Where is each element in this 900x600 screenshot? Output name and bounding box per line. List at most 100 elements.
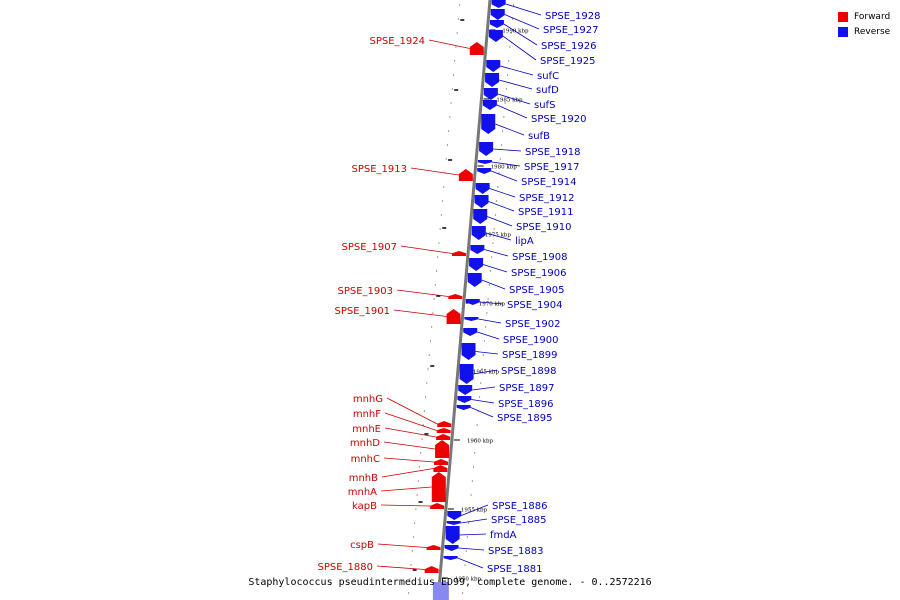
reverse-gene-arrow[interactable] [456,405,471,410]
forward-gene-arrow[interactable] [448,294,463,299]
reverse-gene-label[interactable]: SPSE_1881 [487,564,543,575]
forward-gene-arrow[interactable] [435,440,450,458]
forward-gene-label[interactable]: SPSE_1924 [370,36,426,47]
forward-gene-label[interactable]: SPSE_1913 [352,164,408,175]
forward-gene-label[interactable]: mnhD [350,438,380,449]
reverse-gene-label[interactable]: SPSE_1904 [507,300,563,311]
reverse-gene-arrow[interactable] [444,545,459,551]
reverse-gene-label[interactable]: SPSE_1898 [501,366,557,377]
reverse-gene-arrow[interactable] [471,226,486,240]
reverse-gene-label[interactable]: SPSE_1902 [505,319,561,330]
forward-gene-label[interactable]: SPSE_1907 [342,242,398,253]
forward-gene-arrow[interactable] [426,545,441,550]
reverse-gene-arrow[interactable] [459,364,474,384]
reverse-gene-label[interactable]: SPSE_1897 [499,383,555,394]
reverse-gene-label[interactable]: sufC [537,71,559,82]
forward-gene-label[interactable]: mnhG [353,394,383,405]
forward-gene-arrow[interactable] [433,465,448,472]
forward-gene-label[interactable]: cspB [350,540,374,551]
reverse-gene-label[interactable]: sufS [534,100,555,111]
reverse-gene-arrow[interactable] [489,20,504,28]
reverse-gene-label[interactable]: SPSE_1899 [502,350,558,361]
reverse-gene-label[interactable]: SPSE_1905 [509,285,565,296]
reverse-gene-arrow[interactable] [461,343,476,360]
reverse-gene-label[interactable]: SPSE_1883 [488,546,544,557]
forward-gene-label[interactable]: mnhF [353,409,381,420]
forward-gene-label[interactable]: SPSE_1901 [335,306,391,317]
reverse-gene-arrow[interactable] [481,114,496,134]
reverse-gene-label[interactable]: SPSE_1925 [540,56,596,67]
reverse-gene-label[interactable]: fmdA [490,530,517,541]
forward-gene-label[interactable]: SPSE_1880 [318,562,374,573]
reverse-gene-label[interactable]: SPSE_1911 [518,207,574,218]
reverse-gene-label[interactable]: sufB [528,131,550,142]
reverse-gene-arrow[interactable] [457,396,472,403]
forward-gene-arrow[interactable] [431,472,446,502]
reverse-gene-arrow[interactable] [485,73,500,87]
forward-gene-label[interactable]: mnhB [349,473,378,484]
minor-tick-dot [410,564,412,566]
reverse-gene-arrow[interactable] [490,9,505,20]
reverse-gene-arrow[interactable] [458,385,473,395]
reverse-gene-label[interactable]: SPSE_1908 [512,252,568,263]
reverse-gene-arrow[interactable] [488,30,503,42]
reverse-gene-label[interactable]: SPSE_1912 [519,193,575,204]
reverse-gene-label[interactable]: SPSE_1895 [497,413,553,424]
forward-gene-label[interactable]: mnhE [352,424,381,435]
reverse-gene-arrow[interactable] [473,209,488,224]
reverse-gene-arrow[interactable] [447,511,462,520]
forward-gene-arrow[interactable] [458,169,473,181]
label-layer: SPSE_1924 SPSE_1913 SPSE_1907 SPSE_1903 SPSE… [318,3,601,575]
reverse-gene-label[interactable]: SPSE_1927 [543,25,599,36]
forward-gene-label[interactable]: mnhA [348,487,377,498]
reverse-gene-arrow[interactable] [443,556,458,560]
reverse-gene-arrow[interactable] [470,245,485,254]
forward-gene-arrow[interactable] [433,459,448,465]
reverse-gene-arrow[interactable] [479,142,494,156]
reverse-gene-arrow[interactable] [486,60,501,72]
forward-gene-arrow[interactable] [452,251,467,256]
forward-gene-label[interactable]: mnhC [351,454,380,465]
reverse-gene-arrow[interactable] [475,183,490,194]
forward-gene-arrow[interactable] [436,428,451,433]
forward-gene-arrow[interactable] [469,42,484,55]
reverse-gene-label[interactable]: sufD [536,85,559,96]
reverse-gene-arrow[interactable] [477,160,492,164]
forward-gene-arrow[interactable] [424,566,439,573]
reverse-gene-arrow[interactable] [464,317,479,321]
forward-gene-arrow[interactable] [436,434,451,440]
reverse-gene-arrow[interactable] [477,168,492,174]
minor-tick-dot [498,172,500,174]
reverse-gene-label[interactable]: SPSE_1885 [491,515,547,526]
forward-gene-label[interactable]: SPSE_1903 [338,286,394,297]
reverse-gene-label[interactable]: SPSE_1900 [503,335,559,346]
forward-gene-arrow[interactable] [430,503,445,509]
forward-gene-label[interactable]: kapB [352,501,377,512]
reverse-gene-label[interactable]: SPSE_1910 [516,222,572,233]
reverse-gene-label[interactable]: SPSE_1906 [511,268,567,279]
reverse-gene-arrow[interactable] [463,328,478,336]
forward-gene-arrow[interactable] [446,309,461,324]
reverse-gene-label[interactable]: SPSE_1896 [498,399,554,410]
reverse-gene-label[interactable]: SPSE_1917 [524,162,580,173]
reverse-gene-arrow[interactable] [467,273,482,287]
reverse-gene-label[interactable]: SPSE_1928 [545,11,601,22]
reverse-gene-arrow[interactable] [446,521,461,525]
reverse-gene-label[interactable]: lipA [515,236,534,247]
reverse-gene-arrow[interactable] [465,299,480,305]
reverse-gene-label[interactable]: SPSE_1914 [521,177,577,188]
reverse-gene-arrow[interactable] [469,258,484,271]
reverse-gene-leader [479,301,504,305]
reverse-gene-label[interactable]: SPSE_1926 [541,41,597,52]
reverse-gene-label[interactable]: SPSE_1920 [531,114,587,125]
reverse-gene-label[interactable]: SPSE_1886 [492,501,548,512]
forward-gene-arrow[interactable] [437,421,452,427]
reverse-gene-leader [487,216,513,227]
minor-tick-dot [458,4,461,6]
reverse-gene-arrow[interactable] [483,88,498,100]
reverse-gene-label[interactable]: SPSE_1918 [525,147,581,158]
reverse-gene-arrow[interactable] [474,195,489,208]
reverse-gene-arrow[interactable] [482,100,497,110]
reverse-gene-arrow[interactable] [445,526,460,544]
reverse-gene-arrow[interactable] [491,0,506,8]
